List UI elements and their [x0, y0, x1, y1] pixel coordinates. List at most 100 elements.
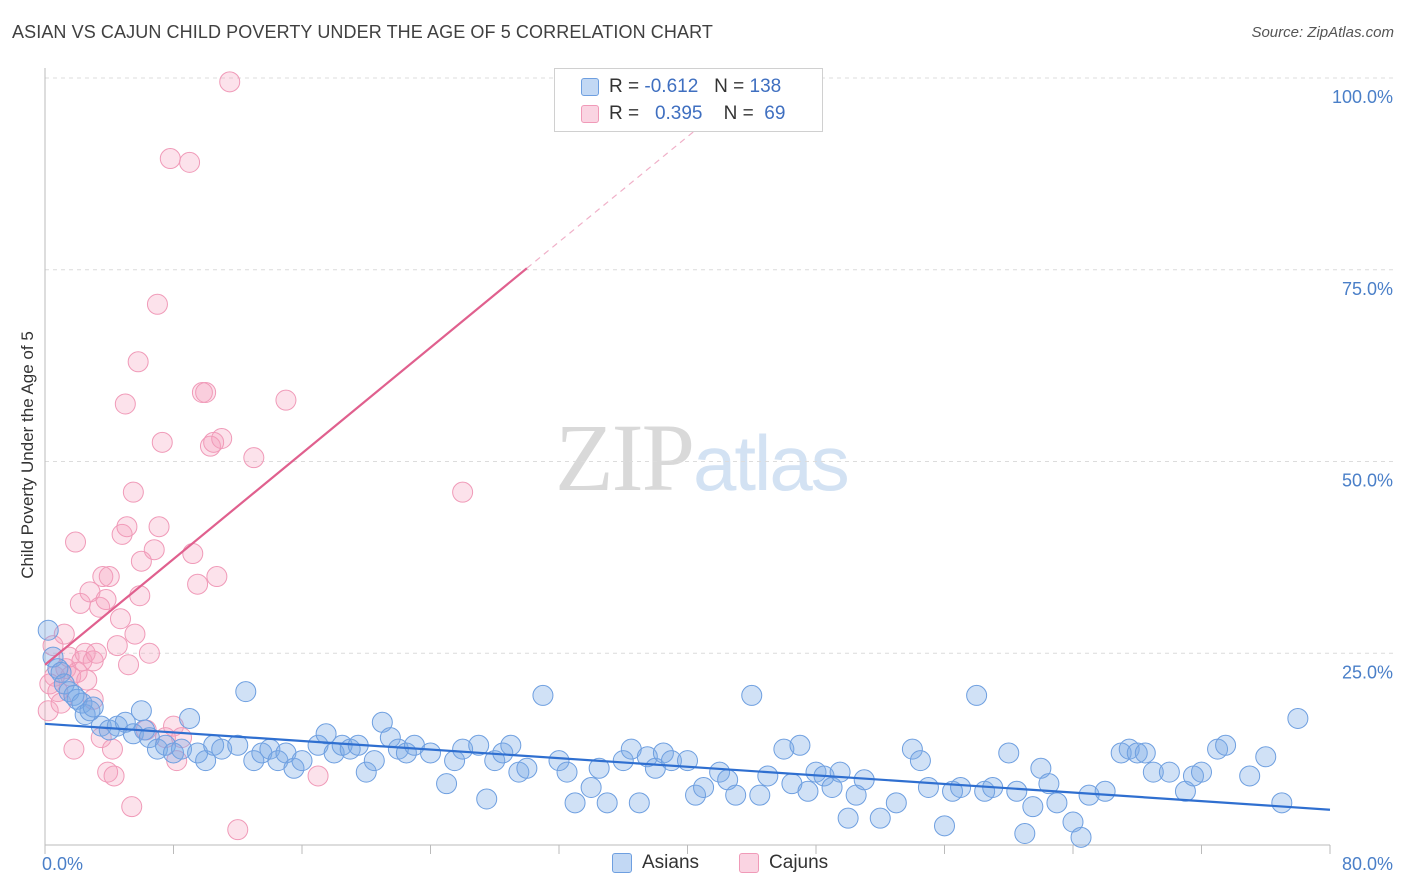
asian-point [1022, 796, 1044, 818]
cajun-point [121, 796, 143, 818]
asian-point [1134, 742, 1156, 764]
cajun-point [195, 381, 217, 403]
asian-point [934, 815, 955, 837]
watermark-atlas: atlas [693, 419, 850, 507]
cajun-point [148, 516, 170, 538]
cajun-point [109, 608, 131, 630]
asian-point [291, 750, 313, 772]
asian-point [596, 792, 618, 814]
asian-point [82, 696, 104, 718]
cajun-point [199, 435, 221, 457]
y-tick-label: 50.0% [1342, 471, 1393, 491]
asian-point [484, 750, 506, 772]
cajun-point [182, 543, 204, 565]
asian-point [1094, 780, 1116, 802]
cajun-point [37, 700, 59, 722]
swatch-cajuns [739, 853, 760, 873]
asian-point [243, 750, 265, 772]
cajun-point [118, 654, 140, 676]
asian-point [452, 738, 474, 760]
legend-r-value: -0.612 [644, 76, 699, 97]
asian-point [420, 742, 441, 764]
asian-point [179, 707, 201, 729]
cajun-point [106, 635, 128, 657]
asian-point [1126, 742, 1148, 764]
tick-labels: 25.0% 50.0% 75.0% 100.0% 0.0% 80.0% [42, 87, 1393, 874]
source-label: Source: ZipAtlas.com [1251, 24, 1394, 41]
asian-point [1271, 792, 1293, 814]
legend-r-value: 0.395 [654, 103, 703, 124]
asian-point [79, 700, 101, 722]
cajun-point [114, 393, 136, 415]
y-tick-label: 25.0% [1342, 662, 1393, 682]
asian-point [909, 750, 931, 772]
asian-point [468, 734, 490, 756]
legend-swatch-cajuns [581, 105, 599, 123]
cajun-point [101, 738, 123, 760]
asian-point [63, 684, 85, 706]
legend-n-label: N = [723, 103, 754, 124]
legend-swatch-asians [581, 78, 599, 96]
cajun-point [143, 539, 165, 561]
legend-n-value: 138 [749, 76, 782, 97]
asian-point [500, 734, 522, 756]
series-legend-asians[interactable]: Asians [612, 852, 699, 874]
asian-point [171, 738, 193, 760]
asian-point [1287, 707, 1309, 729]
cajun-point [138, 642, 160, 664]
cajun-point [53, 623, 75, 645]
cajun-point [159, 148, 181, 170]
asian-point [652, 742, 674, 764]
asian-point [315, 723, 337, 745]
asian-point [966, 684, 988, 706]
legend-n-value: 69 [764, 103, 786, 124]
legend-r-label: R = [609, 103, 640, 124]
asian-point [757, 765, 779, 787]
asian-point [211, 738, 233, 760]
cajun-point [116, 516, 138, 538]
trend-lines [44, 96, 1331, 811]
asian-point [1191, 761, 1212, 783]
asian-point [612, 750, 634, 772]
asian-point [1158, 761, 1180, 783]
asian-point [1215, 734, 1237, 756]
asian-point [1014, 822, 1036, 844]
cajun-point [85, 642, 107, 664]
asian-point [235, 681, 257, 703]
asian-point [636, 746, 658, 768]
legend-n-label: N = [714, 76, 745, 97]
legend-row-cajuns: R = 0.395 N = 69 [581, 101, 785, 127]
series-legend-cajuns[interactable]: Cajuns [739, 852, 828, 874]
cajun-point [122, 481, 144, 503]
asian-point [1255, 746, 1277, 768]
cajun-point [307, 765, 329, 787]
correlation-legend: R = -0.612 N = 138 R = 0.395 N = 69 [554, 68, 823, 132]
asian-point [227, 734, 249, 756]
grid-lines [45, 77, 1395, 654]
asian-point [1046, 792, 1068, 814]
asian-point [869, 807, 891, 829]
asian-point [580, 776, 602, 798]
asian-point [741, 684, 763, 706]
swatch-asians [612, 853, 632, 873]
asian-point [789, 734, 811, 756]
asian-point [1038, 773, 1060, 795]
asian-point [37, 619, 59, 641]
cajun-point [179, 151, 201, 173]
asian-point [709, 761, 731, 783]
asian-point [725, 784, 747, 806]
cajun-points [37, 71, 474, 841]
chart-title: ASIAN VS CAJUN CHILD POVERTY UNDER THE A… [12, 22, 713, 42]
asian-point [548, 750, 570, 772]
watermark: ZIPatlas [555, 402, 850, 513]
asian-point [363, 750, 385, 772]
cajun-point [103, 765, 125, 787]
cajun-point [97, 761, 119, 783]
y-tick-label: 100.0% [1332, 87, 1393, 107]
asian-point [950, 776, 972, 798]
asian-point [998, 742, 1020, 764]
x-tick-label: 80.0% [1342, 854, 1393, 874]
asian-point [564, 792, 586, 814]
asian-point [901, 738, 923, 760]
